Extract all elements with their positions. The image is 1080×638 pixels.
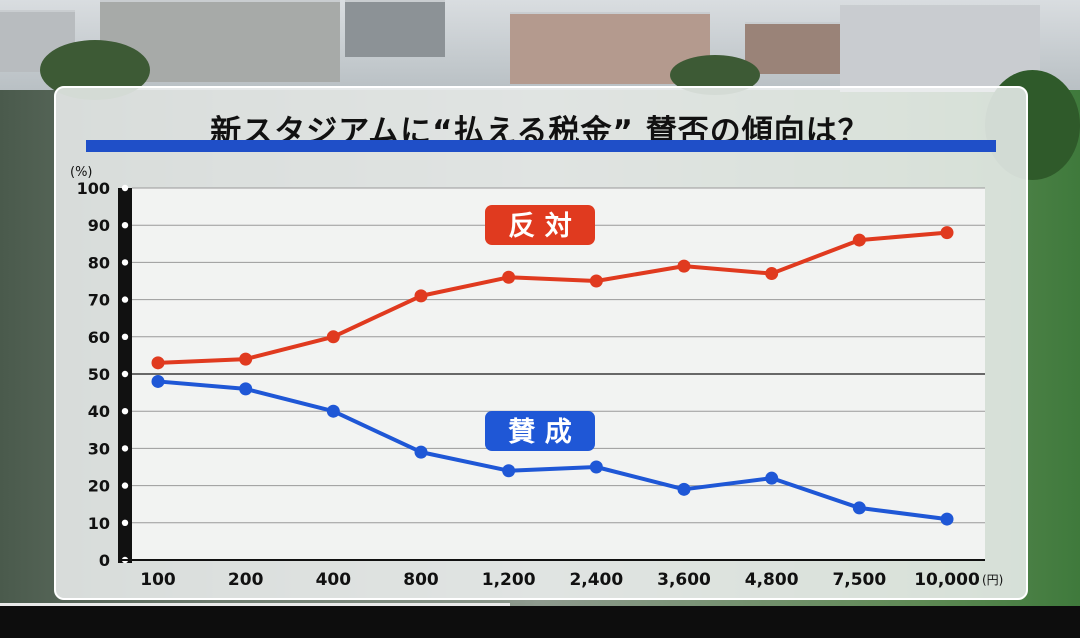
- y-axis-unit: (%): [70, 165, 93, 180]
- x-tick-label: 100: [140, 570, 176, 590]
- y-tick-label: 0: [99, 551, 110, 570]
- y-tick-mark: [121, 445, 129, 452]
- video-progress-bar[interactable]: [0, 603, 510, 607]
- data-point: [677, 259, 691, 273]
- series-label: 賛 成: [508, 417, 571, 448]
- series-label-badge: [485, 411, 595, 451]
- x-tick-label: 7,500: [832, 570, 886, 590]
- data-point: [239, 352, 253, 366]
- x-tick-label: 200: [228, 570, 264, 590]
- data-point: [852, 233, 866, 247]
- y-tick-label: 30: [88, 439, 110, 458]
- y-tick-mark: [121, 482, 129, 489]
- y-tick-mark: [121, 222, 129, 229]
- y-tick-label: 70: [88, 291, 110, 310]
- x-axis-unit: (円): [982, 573, 1003, 587]
- series-label-badge: [485, 205, 595, 245]
- data-point: [502, 270, 516, 284]
- data-point: [326, 330, 340, 344]
- data-point: [852, 501, 866, 515]
- x-tick-label: 10,000: [914, 570, 980, 590]
- y-tick-label: 100: [77, 179, 110, 198]
- y-tick-mark: [121, 184, 129, 192]
- y-tick-mark: [121, 333, 129, 340]
- y-tick-label: 80: [88, 253, 110, 272]
- data-point: [326, 404, 340, 418]
- y-tick-mark: [121, 296, 129, 303]
- video-control-bar: [0, 606, 1080, 638]
- x-tick-label: 4,800: [745, 570, 799, 590]
- data-point: [502, 464, 516, 478]
- y-tick-mark: [121, 519, 129, 526]
- x-tick-label: 3,600: [657, 570, 711, 590]
- y-tick-label: 10: [88, 514, 110, 533]
- data-point: [765, 471, 779, 485]
- data-point: [940, 512, 954, 526]
- y-tick-mark: [121, 408, 129, 415]
- data-point: [414, 445, 428, 459]
- data-point: [414, 289, 428, 303]
- background-building: [345, 0, 445, 57]
- data-point: [677, 482, 691, 496]
- data-point: [765, 267, 779, 281]
- y-tick-label: 40: [88, 402, 110, 421]
- data-point: [589, 460, 603, 474]
- x-tick-label: 1,200: [482, 570, 536, 590]
- y-tick-mark: [121, 259, 129, 266]
- x-tick-label: 800: [403, 570, 439, 590]
- data-point: [239, 382, 253, 396]
- y-tick-mark: [121, 370, 129, 378]
- title-underline: [86, 140, 996, 152]
- x-tick-label: 400: [316, 570, 352, 590]
- y-tick-label: 90: [88, 216, 110, 235]
- background-building: [745, 22, 840, 74]
- series-line-0: [156, 230, 949, 365]
- y-tick-label: 20: [88, 477, 110, 496]
- y-tick-label: 50: [88, 365, 110, 384]
- data-point: [151, 374, 165, 388]
- series-label: 反 対: [508, 211, 571, 242]
- y-tick-label: 60: [88, 328, 110, 347]
- series-line-1: [156, 379, 949, 522]
- data-point: [940, 226, 954, 240]
- x-tick-label: 2,400: [569, 570, 623, 590]
- data-point: [151, 356, 165, 370]
- data-point: [589, 274, 603, 288]
